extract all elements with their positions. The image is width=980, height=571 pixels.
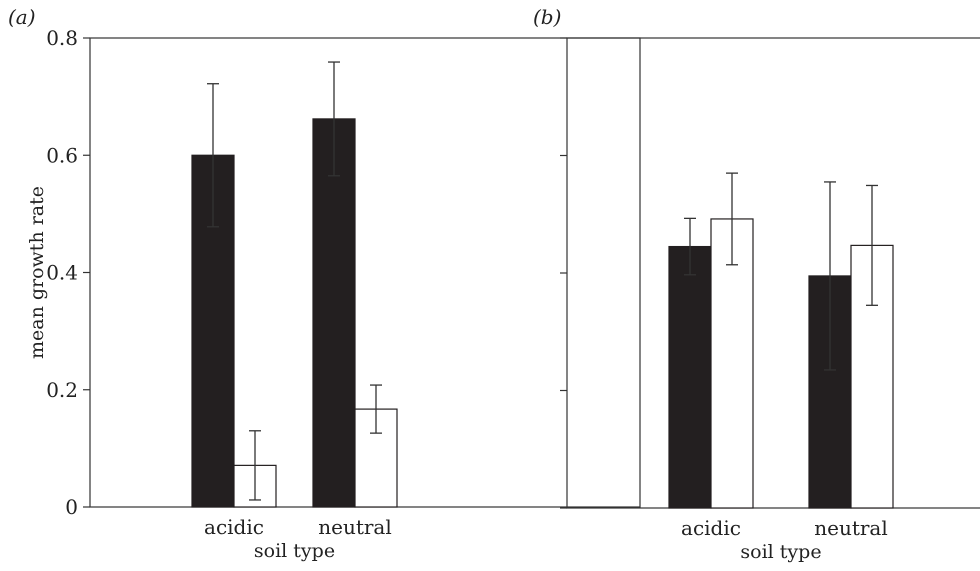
panel-a-x-tick-label: neutral — [318, 515, 392, 539]
panel-a-bar-neutral-series1 — [312, 118, 356, 508]
panel-a-y-tick-label: 0.2 — [46, 378, 78, 402]
panel-a-y-tick-label: 0.6 — [46, 143, 78, 167]
panel-b-plot-frame — [566, 37, 980, 509]
panel-a-y-axis-label: mean growth rate — [26, 186, 48, 359]
panel-b-x-axis-label: soil type — [740, 541, 821, 563]
panel-a-label: (a) — [8, 5, 36, 29]
panel-a-y-tick-label: 0.8 — [46, 26, 78, 50]
panel-a-x-axis-label: soil type — [254, 540, 335, 562]
panel-b-bar-acidic-series2 — [710, 218, 754, 509]
panel-b-bar-acidic-series1 — [668, 245, 712, 509]
panel-a-y-tick-label: 0 — [65, 495, 78, 519]
panel-a-x-tick-label: acidic — [204, 515, 264, 539]
panel-b-label: (b) — [533, 5, 561, 29]
panel-a-y-tick-label: 0.4 — [46, 261, 78, 285]
panel-b-x-tick-label: acidic — [681, 516, 741, 540]
panel-b-x-tick-label: neutral — [814, 516, 888, 540]
